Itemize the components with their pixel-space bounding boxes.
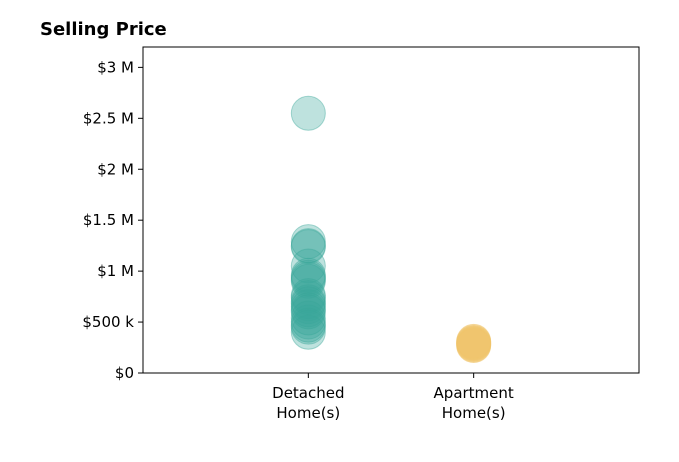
x-tick-label: Apartment <box>434 384 514 402</box>
y-tick-label: $0 <box>115 364 134 382</box>
data-point <box>290 280 326 316</box>
y-tick-label: $1 M <box>97 262 134 280</box>
chart-title: Selling Price <box>40 19 167 40</box>
x-tick-label: Detached <box>272 384 344 402</box>
y-tick-label: $500 k <box>82 313 134 331</box>
data-point <box>290 286 326 322</box>
data-point <box>290 289 326 325</box>
data-point <box>290 257 326 293</box>
y-tick-label: $2.5 M <box>83 109 134 127</box>
data-point <box>290 278 326 314</box>
y-axis: $0 $500 k $1 M $1.5 M $2 M $2.5 M $3 M <box>82 58 143 382</box>
data-point <box>290 300 326 336</box>
data-point <box>290 304 326 340</box>
data-points <box>290 95 492 363</box>
y-tick-label: $3 M <box>97 58 134 76</box>
data-point <box>290 228 326 264</box>
data-point <box>290 229 326 265</box>
data-point <box>290 248 326 284</box>
data-point <box>290 259 326 295</box>
data-point <box>290 307 326 343</box>
x-tick-label: Home(s) <box>442 404 506 422</box>
data-point <box>290 95 326 131</box>
y-tick-label: $1.5 M <box>83 211 134 229</box>
data-point <box>456 327 492 363</box>
data-point <box>290 284 326 320</box>
data-point <box>290 309 326 345</box>
data-point <box>290 263 326 299</box>
data-point <box>290 224 326 260</box>
data-point <box>290 292 326 328</box>
x-axis: Detached Home(s) Apartment Home(s) <box>272 373 514 422</box>
x-tick-label: Home(s) <box>276 404 340 422</box>
y-tick-label: $2 M <box>97 160 134 178</box>
data-point <box>290 261 326 297</box>
plot-frame <box>142 46 640 374</box>
data-point <box>290 314 326 350</box>
data-point <box>290 294 326 330</box>
